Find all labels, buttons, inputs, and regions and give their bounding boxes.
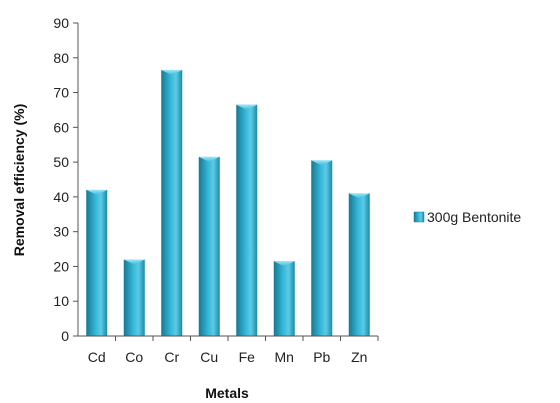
bar-body — [123, 259, 145, 336]
y-tick-label: 70 — [53, 85, 69, 101]
y-tick-label: 40 — [53, 189, 69, 205]
legend: 300g Bentonite — [413, 209, 521, 225]
x-tick-label-cu: Cu — [200, 349, 218, 365]
bar-cap — [161, 69, 183, 75]
bar-body — [161, 69, 183, 336]
y-tick-label: 90 — [53, 15, 69, 31]
bar-mn — [273, 261, 295, 336]
bar-body — [348, 193, 370, 336]
y-tick-label: 10 — [53, 293, 69, 309]
bar-cap — [198, 156, 220, 162]
x-tick-label-cd: Cd — [88, 349, 106, 365]
bar-co — [123, 259, 145, 336]
bar-cd — [86, 189, 108, 336]
bar-cr — [161, 69, 183, 336]
bar-zn — [348, 193, 370, 336]
bar-body — [236, 104, 258, 336]
y-tick-label: 20 — [53, 258, 69, 274]
x-tick-label-pb: Pb — [313, 349, 330, 365]
bar-pb — [311, 160, 333, 336]
x-axis-ticks: Cd Co Cr Cu Fe Mn Pb Zn — [88, 336, 379, 365]
legend-label: 300g Bentonite — [427, 209, 521, 225]
bar-body — [311, 160, 333, 336]
bar-cap — [348, 193, 370, 199]
bar-body — [86, 189, 108, 336]
x-tick-label-co: Co — [125, 349, 143, 365]
legend-swatch — [413, 211, 425, 223]
bars — [86, 69, 370, 336]
bar-cap — [123, 259, 145, 265]
y-axis-ticks: 0 10 20 30 40 50 60 70 80 90 — [53, 15, 78, 344]
x-axis-title: Metals — [205, 385, 249, 401]
bar-cap — [86, 189, 108, 195]
bar-body — [198, 156, 220, 336]
y-tick-label: 0 — [61, 328, 69, 344]
bar-cap — [311, 160, 333, 166]
y-tick-label: 30 — [53, 224, 69, 240]
y-axis-title: Removal efficiency (%) — [11, 104, 27, 257]
bar-cap — [236, 104, 258, 110]
bar-cu — [198, 156, 220, 336]
x-tick-label-mn: Mn — [275, 349, 294, 365]
bar-body — [273, 261, 295, 336]
y-tick-label: 80 — [53, 50, 69, 66]
x-tick-label-cr: Cr — [164, 349, 179, 365]
x-tick-label-zn: Zn — [351, 349, 367, 365]
y-tick-label: 50 — [53, 154, 69, 170]
bar-fe — [236, 104, 258, 336]
bar-cap — [273, 261, 295, 267]
y-tick-label: 60 — [53, 119, 69, 135]
x-tick-label-fe: Fe — [239, 349, 256, 365]
